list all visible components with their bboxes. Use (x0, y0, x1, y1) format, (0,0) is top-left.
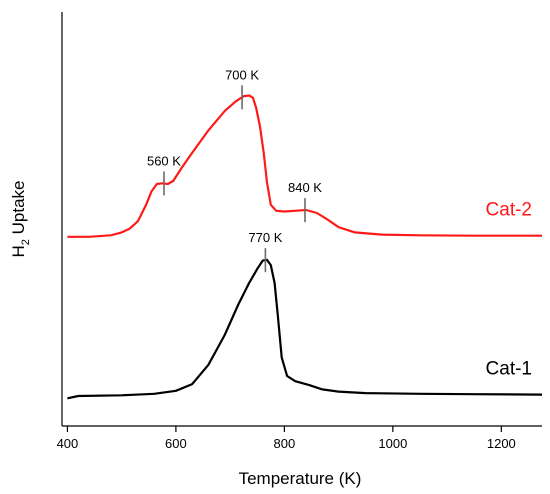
annotation-layer: 560 K 700 K 840 K 770 K (147, 67, 322, 273)
peak-label-840-k: 840 K (288, 180, 322, 195)
y-axis-title: H2 Uptake (9, 181, 32, 258)
peak-label-560-k: 560 K (147, 153, 181, 168)
series-label-cat-1: Cat-1 (486, 359, 532, 380)
series-line-cat-1 (67, 258, 543, 400)
x-ticks: 400 600 800 1000 1200 (57, 426, 516, 451)
x-tick-label-1200: 1200 (487, 436, 516, 451)
peak-label-770-k: 770 K (248, 230, 282, 245)
x-tick-label-400: 400 (57, 436, 79, 451)
y-axis-title-main: H (9, 245, 28, 257)
y-axis-title-rest: Uptake (9, 181, 28, 240)
series-line-cat-2 (67, 94, 542, 238)
x-tick-label-800: 800 (274, 436, 296, 451)
series-layer: Cat-2 Cat-1 (67, 94, 543, 400)
plot-area: Cat-2 Cat-1 560 K 700 K 840 K 770 K (67, 67, 543, 400)
x-axis-title: Temperature (K) (239, 469, 362, 488)
series-label-cat-2: Cat-2 (486, 200, 532, 221)
x-tick-label-600: 600 (165, 436, 187, 451)
x-tick-label-1000: 1000 (378, 436, 407, 451)
peak-label-700-k: 700 K (225, 67, 259, 82)
y-axis-title-subscript: 2 (20, 239, 32, 245)
